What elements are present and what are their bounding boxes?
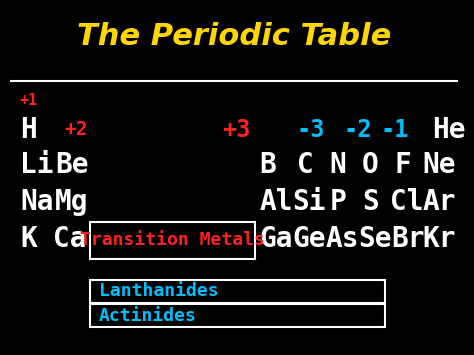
Text: Br: Br: [392, 225, 425, 253]
Text: +3: +3: [222, 118, 251, 142]
Text: As: As: [326, 225, 359, 253]
Text: Se: Se: [359, 225, 392, 253]
Text: Ca: Ca: [53, 225, 86, 253]
Text: Ga: Ga: [260, 225, 293, 253]
Text: The Periodic Table: The Periodic Table: [77, 22, 391, 51]
Text: Al: Al: [260, 188, 293, 216]
Text: -2: -2: [343, 118, 372, 142]
Text: +2: +2: [64, 120, 88, 140]
Text: Ne: Ne: [422, 151, 456, 179]
Text: Ar: Ar: [422, 188, 456, 216]
Text: K: K: [20, 225, 37, 253]
Text: C: C: [297, 151, 314, 179]
Text: Li: Li: [20, 151, 54, 179]
Text: Kr: Kr: [422, 225, 456, 253]
Text: S: S: [362, 188, 379, 216]
Text: +1: +1: [20, 93, 38, 108]
Text: N: N: [329, 151, 346, 179]
Text: F: F: [394, 151, 411, 179]
Text: Si: Si: [292, 188, 326, 216]
Text: O: O: [362, 151, 379, 179]
Text: Actinides: Actinides: [99, 307, 197, 324]
Text: Transition Metals: Transition Metals: [80, 231, 265, 249]
Text: Ge: Ge: [292, 225, 326, 253]
Text: P: P: [329, 188, 346, 216]
Text: H: H: [20, 116, 37, 144]
Text: B: B: [260, 151, 276, 179]
Text: Na: Na: [20, 188, 54, 216]
Text: Cl: Cl: [390, 188, 423, 216]
Text: Mg: Mg: [55, 188, 88, 216]
Text: He: He: [432, 116, 465, 144]
Text: -1: -1: [381, 118, 409, 142]
Text: Lanthanides: Lanthanides: [99, 282, 219, 300]
Text: -3: -3: [297, 118, 325, 142]
Text: Be: Be: [55, 151, 88, 179]
